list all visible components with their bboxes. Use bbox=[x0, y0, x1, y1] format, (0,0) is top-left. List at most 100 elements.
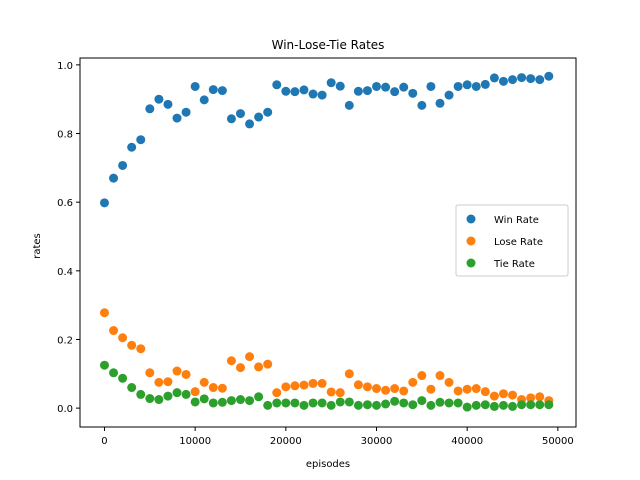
lose-rate-point bbox=[245, 352, 255, 362]
tie-rate-point bbox=[217, 397, 227, 407]
lose-rate-point bbox=[444, 377, 454, 387]
win-rate-point bbox=[308, 89, 318, 99]
legend-label-tie-rate: Tie Rate bbox=[493, 259, 535, 270]
tie-rate-point bbox=[208, 398, 218, 408]
lose-rate-point bbox=[489, 391, 499, 401]
win-rate-point bbox=[471, 81, 481, 91]
tie-rate-point bbox=[462, 402, 472, 412]
lose-rate-point bbox=[362, 382, 372, 392]
x-axis-title: episodes bbox=[306, 459, 350, 470]
tie-rate-point bbox=[372, 400, 382, 410]
plot-frame bbox=[79, 57, 577, 428]
win-rate-point bbox=[526, 74, 536, 84]
win-rate-point bbox=[236, 109, 245, 119]
win-rate-point bbox=[362, 86, 372, 96]
win-rate-point bbox=[127, 142, 137, 152]
x-tick-label: 50000 bbox=[542, 436, 574, 447]
lose-rate-point bbox=[99, 308, 109, 318]
tie-rate-point bbox=[308, 398, 318, 408]
y-tick-label: 0.0 bbox=[57, 404, 73, 415]
tie-rate-point bbox=[517, 400, 527, 410]
lose-rate-point bbox=[136, 344, 146, 354]
lose-rate-point bbox=[299, 380, 309, 390]
tie-rate-point bbox=[299, 400, 309, 410]
lose-rate-point bbox=[145, 368, 155, 378]
y-tick-label: 0.2 bbox=[57, 335, 73, 346]
legend-label-win-rate: Win Rate bbox=[494, 215, 539, 226]
lose-rate-point bbox=[127, 340, 137, 350]
tie-rate-point bbox=[172, 388, 182, 398]
legend-label-lose-rate: Lose Rate bbox=[494, 237, 543, 248]
win-rate-point bbox=[508, 75, 518, 85]
tie-rate-point bbox=[435, 397, 445, 407]
lose-rate-point bbox=[190, 387, 200, 397]
win-rate-point bbox=[136, 135, 146, 145]
tie-rate-point bbox=[136, 389, 146, 399]
win-rate-point bbox=[344, 100, 354, 110]
lose-rate-point bbox=[163, 377, 173, 387]
win-rate-point bbox=[390, 87, 400, 97]
y-axis-title: rates bbox=[32, 233, 43, 259]
x-tick-label: 40000 bbox=[451, 436, 483, 447]
lose-rate-point bbox=[480, 387, 490, 397]
tie-rate-point bbox=[344, 397, 354, 407]
y-tick-label: 0.4 bbox=[57, 267, 73, 278]
tie-rate-point bbox=[544, 400, 554, 410]
lose-rate-point bbox=[435, 371, 445, 381]
tie-rate-point bbox=[326, 400, 336, 410]
lose-rate-point bbox=[326, 387, 336, 397]
win-rate-point bbox=[417, 100, 427, 110]
lose-rate-point bbox=[399, 386, 409, 396]
tie-rate-point bbox=[535, 400, 545, 410]
lose-rate-point bbox=[317, 378, 327, 388]
lose-rate-point bbox=[226, 356, 236, 366]
win-rate-point bbox=[317, 90, 327, 100]
tie-rate-point bbox=[163, 391, 173, 401]
tie-rate-point bbox=[471, 400, 481, 410]
tie-rate-point bbox=[181, 389, 191, 399]
lose-rate-point bbox=[254, 362, 264, 372]
win-rate-point bbox=[99, 198, 109, 208]
lose-rate-point bbox=[372, 384, 382, 394]
y-tick-label: 0.6 bbox=[57, 198, 73, 209]
y-tick-label: 1.0 bbox=[57, 61, 73, 72]
win-rate-point bbox=[335, 81, 345, 91]
tie-rate-point bbox=[417, 396, 427, 406]
win-rate-point bbox=[299, 85, 309, 95]
lose-rate-point bbox=[453, 386, 463, 396]
legend: Win Rate Lose Rate Tie Rate bbox=[455, 204, 569, 277]
win-rate-point bbox=[190, 81, 200, 91]
lose-rate-point bbox=[335, 388, 345, 398]
data-points bbox=[99, 71, 554, 412]
x-tick-label: 10000 bbox=[179, 436, 211, 447]
tie-rate-point bbox=[317, 398, 327, 408]
win-rate-point bbox=[208, 85, 218, 95]
tie-rate-point bbox=[353, 400, 363, 410]
lose-rate-point bbox=[181, 369, 191, 379]
win-rate-point bbox=[435, 98, 445, 108]
lose-rate-point bbox=[344, 369, 354, 379]
tie-rate-point bbox=[498, 400, 508, 410]
lose-rate-point bbox=[535, 392, 545, 402]
legend-marker-lose-rate bbox=[466, 236, 476, 246]
tie-rate-point bbox=[444, 398, 454, 408]
x-tick-label: 30000 bbox=[361, 436, 393, 447]
lose-rate-point bbox=[281, 382, 291, 392]
tie-rate-point bbox=[263, 400, 273, 410]
lose-rate-point bbox=[390, 384, 400, 394]
win-rate-point bbox=[145, 104, 155, 114]
win-rate-point bbox=[272, 80, 282, 90]
tie-rate-point bbox=[236, 395, 245, 405]
tie-rate-point bbox=[99, 360, 109, 370]
lose-rate-point bbox=[498, 389, 508, 399]
tie-rate-point bbox=[190, 397, 200, 407]
tie-rate-point bbox=[245, 396, 255, 406]
lose-rate-point bbox=[172, 366, 182, 376]
win-rate-point bbox=[489, 73, 499, 83]
win-rate-point bbox=[326, 78, 336, 88]
lose-rate-point bbox=[208, 383, 218, 393]
tie-rate-point bbox=[399, 398, 409, 408]
win-rate-point bbox=[181, 107, 191, 117]
lose-rate-point bbox=[154, 377, 164, 387]
win-rate-point bbox=[444, 90, 454, 100]
